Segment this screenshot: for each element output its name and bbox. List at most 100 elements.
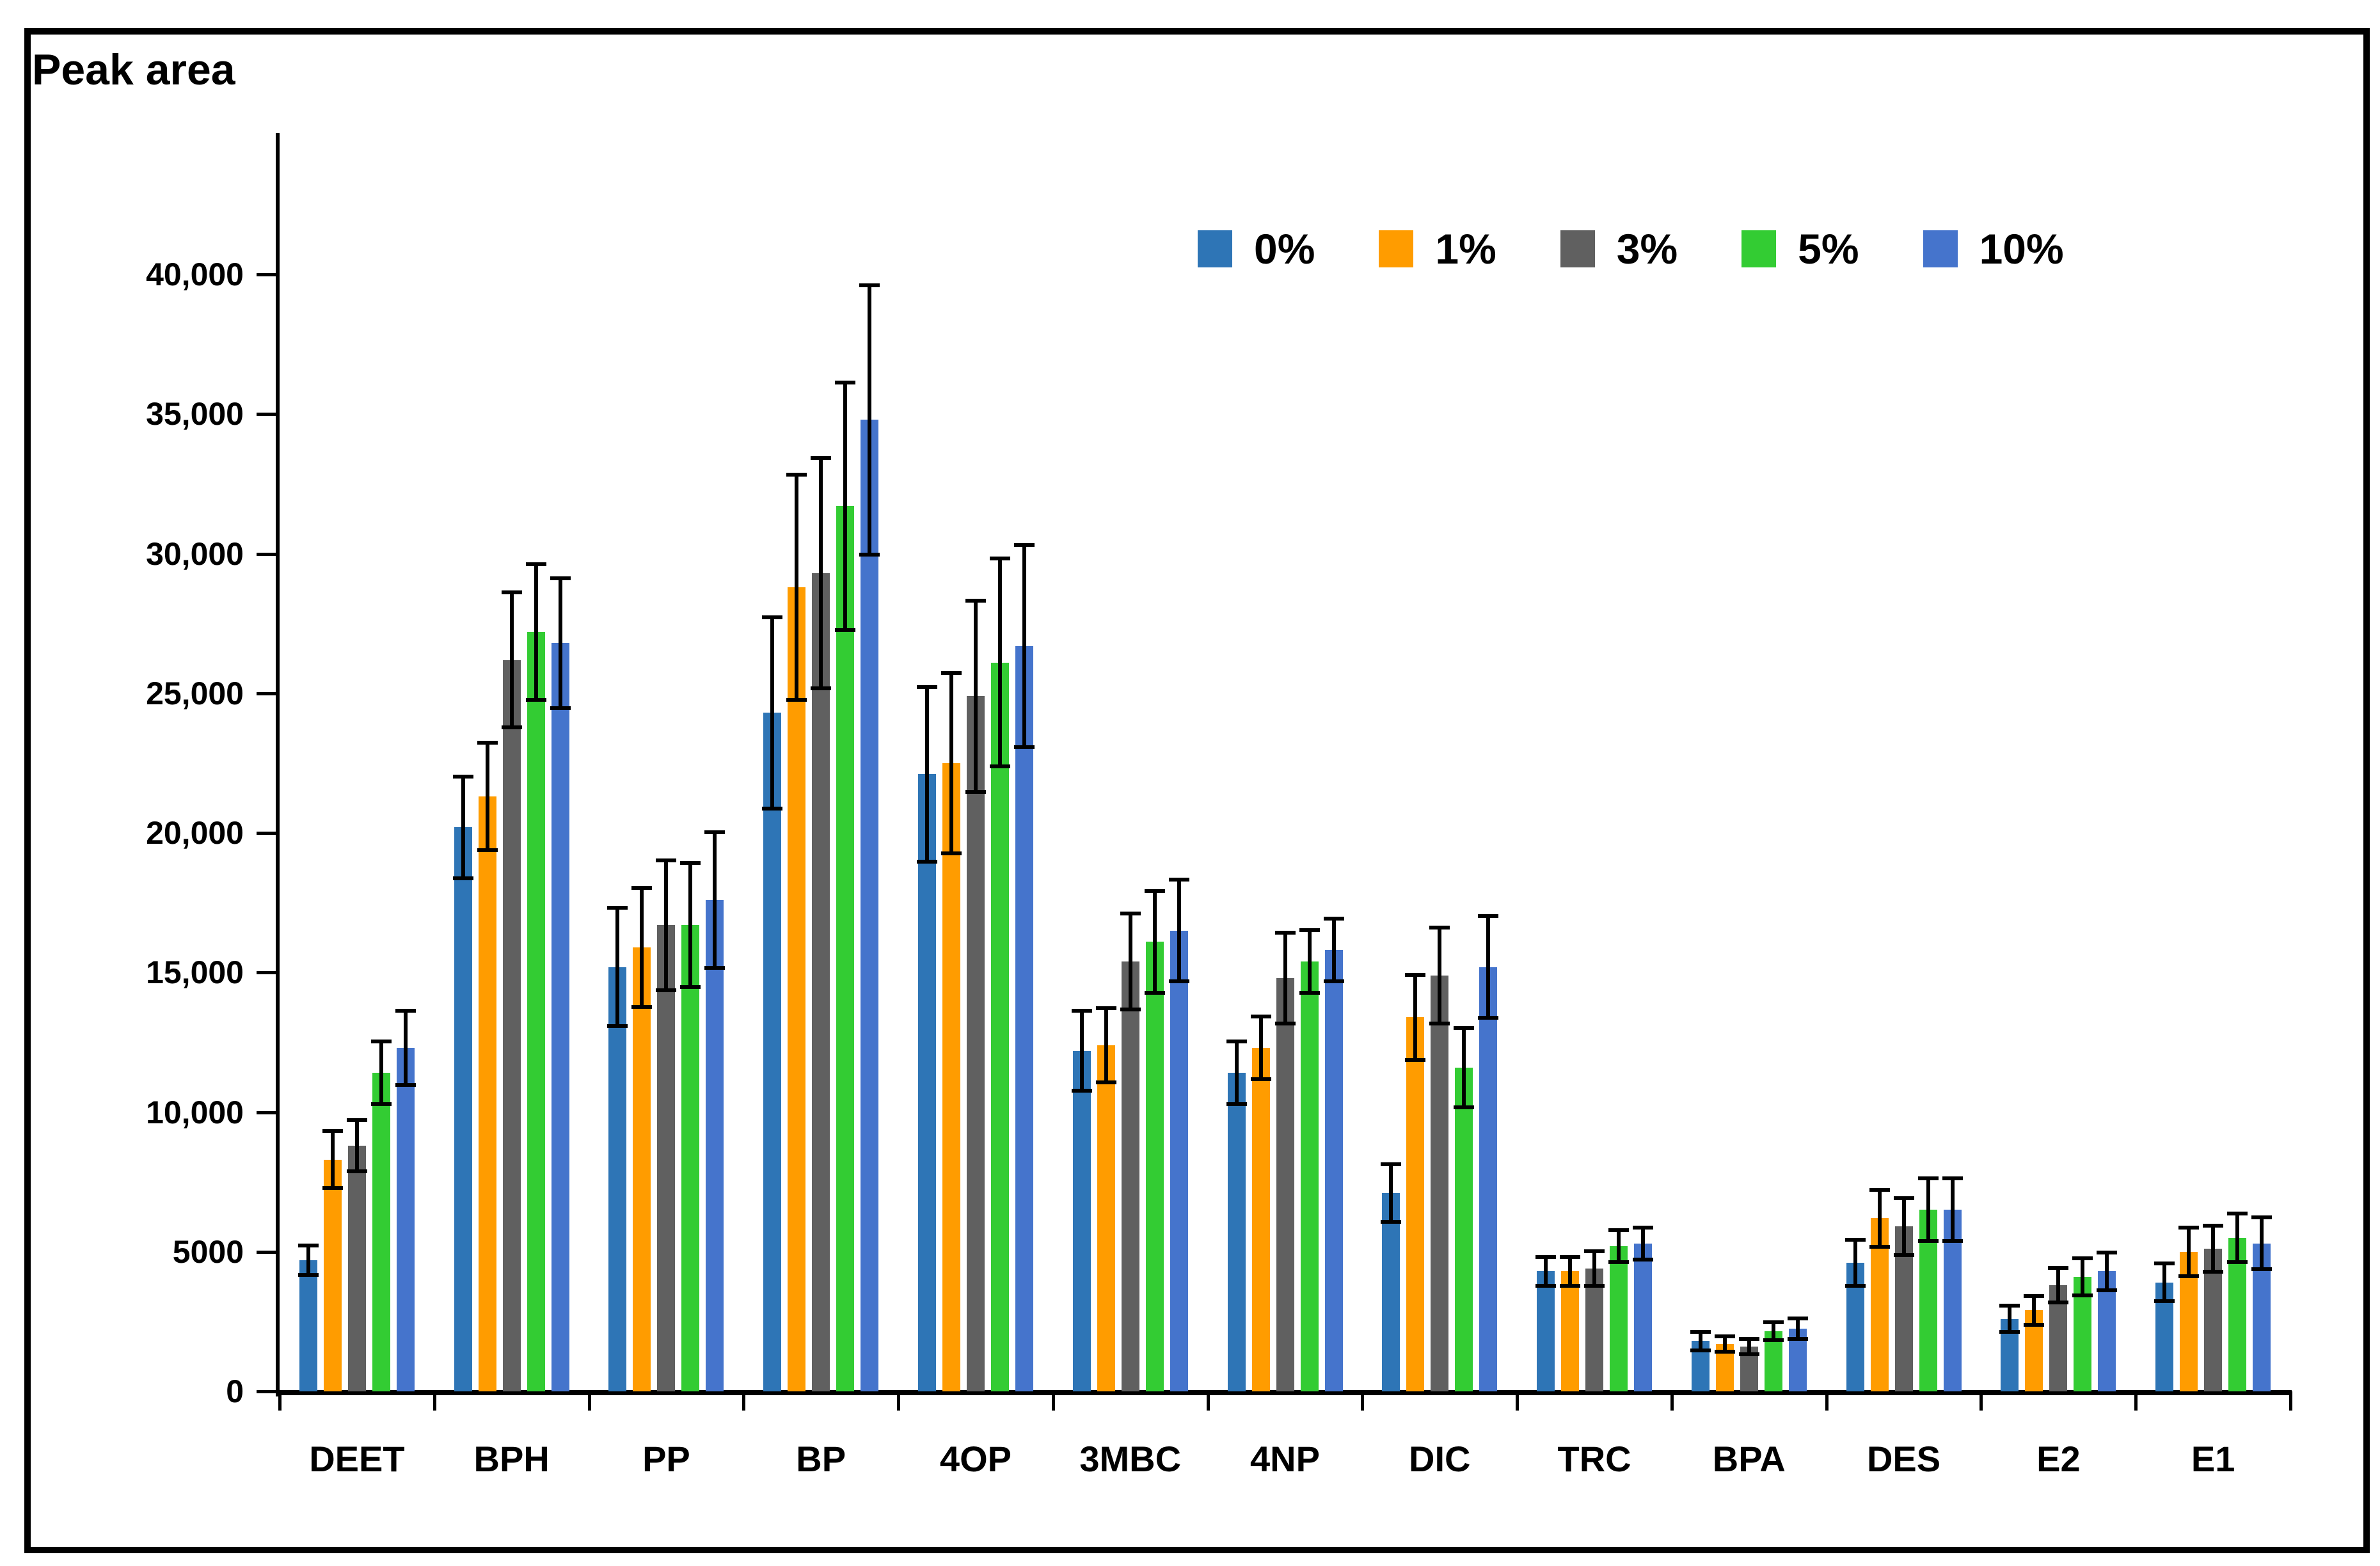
legend-swatch-5% (1741, 230, 1777, 267)
error-bar-cap-top (1071, 1009, 1092, 1013)
bar-10%-DIC (1479, 967, 1498, 1391)
error-bar-cap-top (1454, 1025, 1475, 1030)
error-bar (1926, 1179, 1930, 1241)
x-tick (278, 1391, 282, 1411)
error-bar-cap-top (1893, 1196, 1914, 1200)
category-label-BP: BP (796, 1439, 846, 1479)
bar-10%-TRC (1634, 1243, 1653, 1391)
bar-1%-PP (633, 947, 651, 1391)
error-bar (509, 592, 514, 727)
error-bar-cap-top (1608, 1228, 1630, 1233)
category-label-DIC: DIC (1409, 1439, 1471, 1479)
error-bar (1901, 1198, 1906, 1255)
error-bar-cap-bottom (1738, 1352, 1759, 1357)
error-bar-cap-bottom (2097, 1288, 2118, 1292)
x-tick (1825, 1391, 1829, 1411)
bar-0%-BP (763, 713, 782, 1391)
error-bar (1853, 1240, 1857, 1286)
error-bar-cap-top (1633, 1225, 1654, 1230)
y-tick (257, 413, 276, 416)
error-bar (1177, 880, 1181, 981)
error-bar (713, 833, 717, 967)
legend-swatch-1% (1379, 230, 1414, 267)
error-bar (868, 285, 872, 554)
y-tick-label: 40,000 (146, 257, 244, 293)
error-bar-cap-bottom (2203, 1270, 2224, 1274)
error-bar-cap-top (1095, 1006, 1116, 1011)
error-bar (1331, 919, 1336, 981)
category-label-E1: E1 (2191, 1439, 2235, 1479)
error-bar-cap-top (550, 576, 571, 580)
bar-10%-4OP (1015, 645, 1033, 1391)
bar-3%-PP (657, 925, 676, 1391)
error-bar-cap-top (1405, 972, 1426, 977)
error-bar-cap-bottom (680, 985, 701, 990)
error-bar-cap-bottom (1714, 1349, 1735, 1354)
error-bar-cap-top (1381, 1162, 1402, 1167)
error-bar (558, 578, 562, 708)
error-bar-cap-bottom (1250, 1077, 1271, 1082)
error-bar-cap-bottom (2154, 1299, 2175, 1304)
figure-border (24, 28, 2370, 1553)
bar-1%-DIC (1406, 1017, 1425, 1391)
error-bar (1438, 928, 1442, 1023)
category-label-PP: PP (642, 1439, 690, 1479)
bar-3%-DEET (347, 1145, 366, 1391)
error-bar (1283, 933, 1287, 1023)
error-bar-cap-top (704, 830, 726, 835)
error-bar (949, 674, 953, 853)
error-bar (330, 1132, 335, 1188)
bar-10%-4NP (1324, 950, 1343, 1391)
bar-3%-BPH (502, 660, 521, 1391)
error-bar (1486, 917, 1491, 1018)
error-bar (2008, 1306, 2012, 1332)
bar-0%-BPH (454, 827, 472, 1391)
bar-10%-BP (861, 420, 879, 1391)
category-label-BPA: BPA (1712, 1439, 1786, 1479)
error-bar-cap-top (322, 1129, 343, 1134)
error-bar-cap-top (656, 858, 677, 862)
bar-1%-BPH (478, 796, 496, 1391)
y-tick (257, 832, 276, 835)
error-bar-cap-top (1787, 1316, 1808, 1320)
error-bar-cap-bottom (550, 706, 571, 710)
y-tick (257, 971, 276, 975)
error-bar-cap-bottom (1560, 1284, 1581, 1288)
error-bar-cap-bottom (298, 1272, 319, 1277)
legend-label: 0% (1254, 225, 1315, 273)
error-bar (461, 777, 465, 878)
error-bar (1568, 1257, 1573, 1286)
error-bar (1413, 975, 1418, 1059)
bar-3%-DIC (1431, 975, 1449, 1391)
error-bar (1877, 1190, 1882, 1247)
error-bar-cap-bottom (656, 988, 677, 992)
error-bar-cap-top (1917, 1176, 1939, 1181)
error-bar (1022, 545, 1026, 747)
error-bar-cap-bottom (1144, 990, 1165, 995)
error-bar-cap-top (2227, 1211, 2248, 1215)
error-bar-cap-top (680, 861, 701, 866)
error-bar-cap-top (762, 615, 783, 620)
error-bar-cap-bottom (477, 848, 498, 853)
error-bar-cap-bottom (2048, 1301, 2069, 1305)
error-bar-cap-bottom (2024, 1323, 2045, 1327)
error-bar-cap-bottom (395, 1082, 416, 1087)
error-bar-cap-bottom (1405, 1057, 1426, 1062)
error-bar (770, 618, 775, 808)
error-bar-cap-top (298, 1244, 319, 1248)
error-bar-cap-bottom (2251, 1267, 2273, 1271)
category-label-BPH: BPH (473, 1439, 550, 1479)
error-bar-cap-top (2178, 1225, 2200, 1230)
error-bar-cap-top (1120, 911, 1141, 915)
error-bar (306, 1246, 310, 1274)
legend: 0% 1% 3% 5% 10% (1198, 228, 2064, 270)
category-label-DES: DES (1866, 1439, 1941, 1479)
error-bar-cap-bottom (1226, 1102, 1247, 1107)
bar-10%-PP (706, 899, 724, 1391)
error-bar (2260, 1218, 2264, 1269)
error-bar-cap-top (477, 741, 498, 745)
legend-swatch-3% (1560, 230, 1595, 267)
error-bar-cap-bottom (1869, 1245, 1890, 1249)
